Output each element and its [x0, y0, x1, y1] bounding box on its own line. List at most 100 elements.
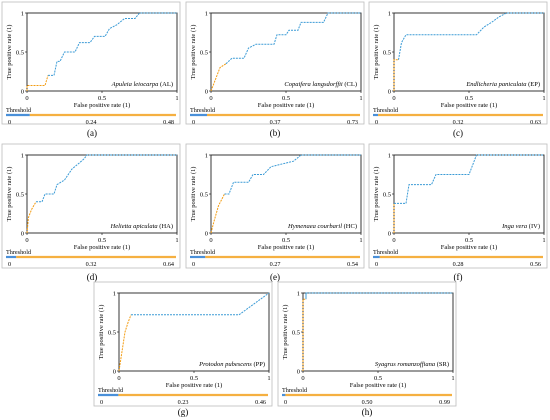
threshold-label: Threshold: [373, 107, 399, 114]
roc-curve-low-threshold: [210, 193, 225, 234]
panel-label: (g): [178, 407, 189, 417]
y-axis-label: True positive rate (1): [282, 305, 289, 360]
panel-label: (e): [270, 272, 280, 282]
x-tick-label: 1: [359, 237, 362, 244]
species-name: Helietta apiculata: [110, 223, 158, 230]
threshold-tick-label: 0: [8, 261, 11, 268]
y-tick-label: 0: [21, 231, 24, 238]
threshold-tick-label: 0.48: [163, 119, 174, 126]
y-axis-label: True positive rate (1): [373, 25, 380, 80]
y-tick-label: 0.5: [200, 192, 208, 199]
panel-label: (h): [362, 407, 373, 417]
panel-frame: [368, 1, 548, 125]
x-tick-label: 1: [267, 375, 270, 382]
x-tick-label: 0.5: [282, 237, 290, 244]
roc-curve-low-threshold: [210, 63, 227, 92]
x-tick-label: 0.5: [190, 375, 198, 382]
y-tick-label: 0.5: [200, 50, 208, 57]
species-name: Inga vera: [501, 223, 527, 230]
panel-frame: [93, 281, 273, 407]
species-name: Syagrus romanzoffiana: [375, 361, 435, 368]
y-tick-label: 1: [21, 153, 24, 160]
species-label: Endlicheria paniculata (EP): [465, 81, 540, 88]
x-tick-label: 0.5: [374, 375, 382, 382]
y-tick-label: 1: [297, 291, 300, 298]
roc-curve-low-threshold: [118, 314, 132, 372]
species-label: Copaifera langsdorffii (CL): [284, 81, 357, 88]
y-tick-label: 0: [113, 369, 116, 376]
y-axis-label: True positive rate (1): [6, 167, 13, 222]
panel-label: (f): [454, 272, 463, 282]
species-code: (PP): [252, 361, 265, 368]
roc-curve-low-threshold: [26, 201, 37, 234]
y-tick-label: 1: [113, 291, 116, 298]
species-name: Endlicheria paniculata: [465, 81, 526, 88]
threshold-label: Threshold: [190, 107, 216, 114]
panel-frame: [1, 143, 181, 269]
x-axis-label: False positive rate (1): [258, 102, 315, 109]
roc-curve: [305, 292, 453, 300]
roc-panel: 0 0.5 1 0 0.5 1 True positive rate (1) False po…: [368, 143, 548, 269]
roc-curve: [224, 154, 361, 195]
x-tick-label: 0: [392, 237, 395, 244]
y-tick-label: 0: [205, 89, 208, 96]
roc-curve: [36, 154, 177, 203]
threshold-tick-label: 0: [284, 399, 287, 406]
species-label: Inga vera (IV): [501, 223, 540, 230]
y-axis-label: True positive rate (1): [98, 305, 105, 360]
x-tick-label: 0.5: [98, 95, 106, 102]
x-tick-label: 0: [392, 95, 395, 102]
species-code: (HA): [158, 223, 173, 230]
y-tick-label: 1: [388, 11, 391, 18]
y-tick-label: 1: [205, 11, 208, 18]
y-tick-label: 0: [388, 89, 391, 96]
species-code: (IV): [527, 223, 540, 230]
panel-frame: [185, 1, 365, 125]
species-code: (CL): [343, 81, 357, 88]
threshold-tick-label: 0: [100, 399, 103, 406]
panel-frame: [1, 1, 181, 125]
x-axis-label: False positive rate (1): [258, 244, 315, 251]
threshold-tick-label: 0.56: [530, 261, 541, 268]
threshold-label: Threshold: [6, 249, 32, 256]
x-axis-label: False positive rate (1): [441, 244, 498, 251]
threshold-label: Threshold: [282, 387, 308, 394]
panel-label: (a): [87, 128, 97, 138]
roc-curve: [131, 292, 270, 316]
species-label: Hymenaea courbaril (HC): [287, 223, 357, 230]
y-tick-label: 1: [205, 153, 208, 160]
x-tick-label: 1: [451, 375, 454, 382]
x-tick-label: 0: [117, 375, 120, 382]
y-tick-label: 0.5: [108, 330, 116, 337]
species-name: Apuleia leiocarpa: [111, 81, 159, 88]
y-axis-label: True positive rate (1): [6, 25, 13, 80]
panel-frame: [185, 143, 365, 269]
x-tick-label: 1: [542, 95, 545, 102]
threshold-tick-label: 0.54: [347, 261, 358, 268]
y-axis-label: True positive rate (1): [190, 25, 197, 80]
roc-curve: [225, 12, 361, 65]
threshold-tick-label: 0.24: [86, 119, 97, 126]
y-axis-label: True positive rate (1): [373, 167, 380, 222]
roc-panel: 0 0.5 1 0 0.5 1 True positive rate (1) False po…: [368, 1, 548, 126]
x-tick-label: 1: [175, 95, 178, 102]
roc-panel: 0 0.5 1 0 0.5 1 True positive rate (1) False po…: [277, 281, 457, 407]
y-tick-label: 1: [388, 153, 391, 160]
x-tick-label: 0: [25, 237, 28, 244]
threshold-tick-label: 0.23: [178, 399, 189, 406]
threshold-tick-label: 0.63: [530, 119, 541, 126]
threshold-tick-label: 0.28: [453, 261, 464, 268]
species-name: Hymenaea courbaril: [287, 223, 342, 230]
threshold-label: Threshold: [98, 387, 124, 394]
species-label: Protodon pubescens (PP): [198, 361, 265, 368]
threshold-tick-label: 0: [192, 261, 195, 268]
y-tick-label: 0.5: [16, 192, 24, 199]
x-tick-label: 0: [25, 95, 28, 102]
x-tick-label: 0.5: [282, 95, 290, 102]
roc-panel: 0 0.5 1 0 0.5 1 True positive rate (1) False po…: [185, 1, 365, 126]
y-tick-label: 0: [297, 369, 300, 376]
threshold-tick-label: 0: [192, 119, 195, 126]
x-axis-label: False positive rate (1): [441, 102, 498, 109]
x-tick-label: 0: [301, 375, 304, 382]
threshold-tick-label: 0.50: [362, 399, 373, 406]
